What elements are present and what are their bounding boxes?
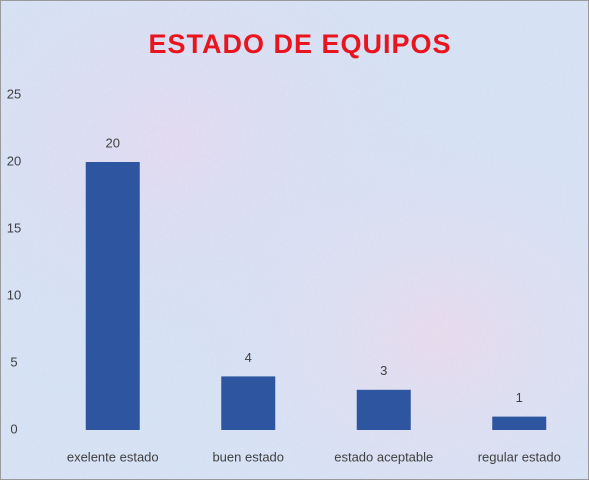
x-tick-label: regular estado [478,449,561,464]
bar [356,389,411,430]
bar [492,416,547,430]
data-label: 3 [380,363,387,378]
bar [221,376,276,430]
y-tick-label: 25 [7,86,21,101]
y-tick-label: 0 [10,421,17,436]
bar [85,162,140,430]
data-label: 4 [245,350,252,365]
y-tick-label: 20 [7,153,21,168]
x-tick-label: exelente estado [67,449,159,464]
x-tick-label: buen estado [212,449,284,464]
data-label: 20 [106,135,120,150]
y-tick-label: 5 [10,354,17,369]
y-tick-label: 15 [7,220,21,235]
chart-title: ESTADO DE EQUIPOS [148,29,451,59]
x-tick-label: estado aceptable [334,449,433,464]
data-label: 1 [516,390,523,405]
y-tick-label: 10 [7,287,21,302]
